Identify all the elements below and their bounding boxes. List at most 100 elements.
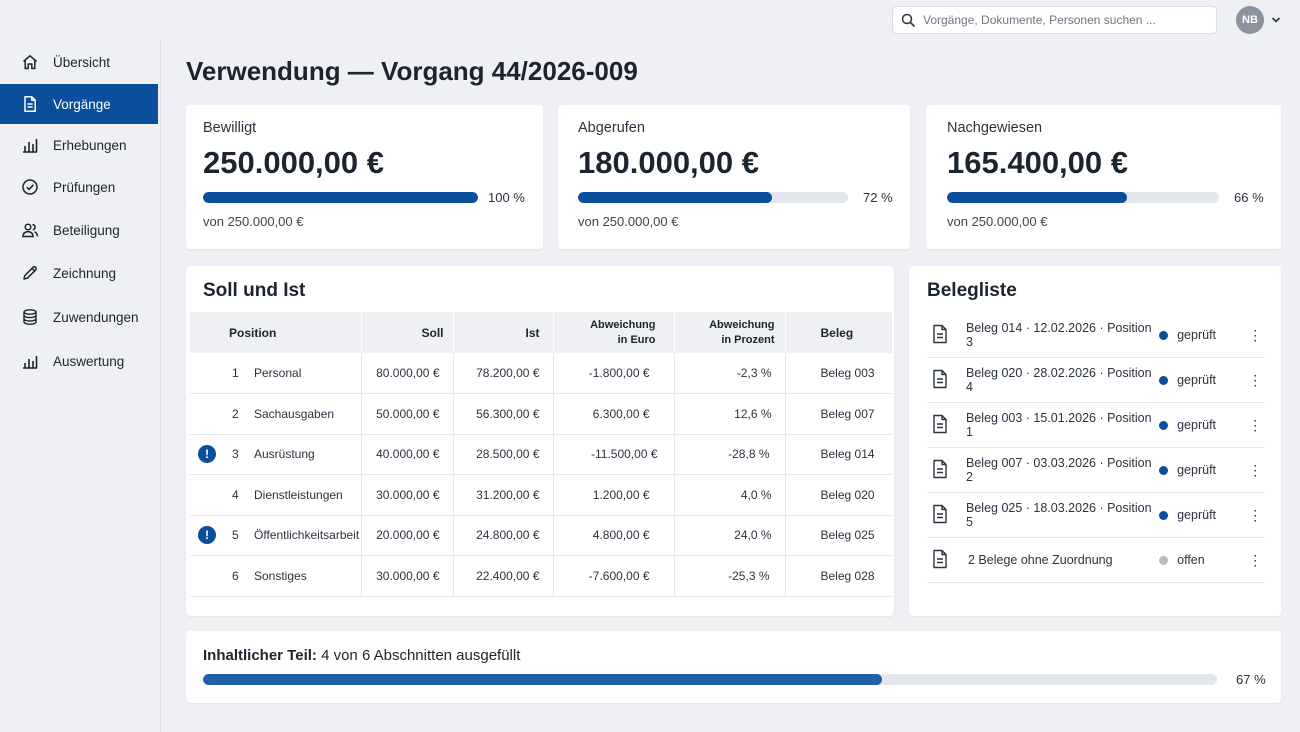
sidebar-item-label: Zeichnung	[53, 265, 117, 281]
sidebar-item-vorgaenge[interactable]: Vorgänge	[0, 84, 158, 124]
table-row[interactable]: 4 Dienstleistungen 30.000,00 € 31.200,00 …	[190, 474, 892, 516]
position-cell: 6 Sonstiges	[190, 555, 362, 597]
status-dot	[1159, 555, 1169, 565]
abweichung-prozent-cell: 12,6 %	[674, 393, 786, 435]
stat-percent: 100 %	[488, 190, 525, 205]
sidebar-item-label: Erhebungen	[53, 137, 127, 153]
more-options-icon[interactable]: ⋮	[1248, 461, 1263, 478]
list-item[interactable]: Beleg 007 · 03.03.2026 · Position 2 gepr…	[927, 448, 1265, 493]
sidebar-item-uebersicht[interactable]: Übersicht	[0, 42, 158, 82]
top-bar: NB	[0, 0, 1300, 40]
progress-description: 4 von 6 Abschnitten ausgefüllt	[321, 647, 521, 664]
beleg-link[interactable]: Beleg 020	[785, 474, 892, 516]
list-item[interactable]: Beleg 014 · 12.02.2026 · Position 3 gepr…	[927, 313, 1265, 358]
sidebar-item-erhebungen[interactable]: Erhebungen	[0, 125, 158, 165]
list-item[interactable]: Beleg 020 · 28.02.2026 · Position 4 gepr…	[927, 358, 1265, 403]
abweichung-prozent-cell: 24,0 %	[674, 515, 786, 556]
list-item[interactable]: 2 Belege ohne Zuordnung offen ⋮	[927, 538, 1265, 583]
table-row[interactable]: 2 Sachausgaben 50.000,00 € 56.300,00 € 6.…	[190, 393, 892, 435]
sidebar-item-pruefungen[interactable]: Prüfungen	[0, 167, 158, 207]
position-name: Dienstleistungen	[254, 487, 343, 502]
document-icon	[931, 324, 949, 347]
status-label: geprüft	[1177, 418, 1217, 432]
content-progress-card: Inhaltlicher Teil: 4 von 6 Abschnitten a…	[186, 631, 1281, 703]
stat-progress-bar	[947, 192, 1219, 203]
table-row[interactable]: ! 3 Ausrüstung 40.000,00 € 28.500,00 € -11…	[190, 434, 892, 475]
status-dot	[1159, 375, 1169, 385]
position-number: 4	[232, 487, 239, 502]
more-options-icon[interactable]: ⋮	[1248, 326, 1263, 343]
chevron-down-icon[interactable]	[1270, 14, 1282, 26]
list-item[interactable]: Beleg 003 · 15.01.2026 · Position 1 gepr…	[927, 403, 1265, 448]
stat-progress-fill	[947, 192, 1127, 203]
sidebar-item-label: Auswertung	[53, 353, 125, 369]
search-box[interactable]	[892, 6, 1217, 34]
sidebar-item-beteiligung[interactable]: Beteiligung	[0, 210, 158, 250]
position-cell: 2 Sachausgaben	[190, 393, 362, 435]
beleg-text: 2 Belege ohne Zuordnung	[968, 553, 1113, 567]
position-number: 5	[232, 528, 239, 543]
belegliste-card: Belegliste Beleg 014 · 12.02.2026 · Posi…	[909, 266, 1281, 616]
position-number: 6	[232, 568, 239, 583]
search-input[interactable]	[923, 13, 1203, 27]
sidebar-item-auswertung[interactable]: Auswertung	[0, 341, 158, 381]
pen-icon	[21, 264, 39, 282]
beleg-text: Beleg 014 · 12.02.2026 · Position 3	[966, 321, 1152, 349]
position-name: Öffentlichkeitsarbeit	[254, 528, 360, 543]
sidebar-item-label: Übersicht	[53, 54, 111, 70]
stat-label: Nachgewiesen	[947, 120, 1043, 136]
warning-icon[interactable]: !	[198, 526, 216, 545]
position-name: Sachausgaben	[254, 406, 335, 421]
document-icon	[931, 504, 949, 527]
more-options-icon[interactable]: ⋮	[1248, 506, 1263, 523]
progress-bar	[203, 674, 1217, 685]
sidebar-item-zuwendungen[interactable]: Zuwendungen	[0, 297, 158, 337]
stat-card-bewilligt: Bewilligt 250.000,00 € 100 % von 250.000…	[186, 105, 543, 249]
warning-icon[interactable]: !	[198, 445, 216, 464]
check-circle-icon	[21, 178, 39, 196]
list-item[interactable]: Beleg 025 · 18.03.2026 · Position 5 gepr…	[927, 493, 1265, 538]
table-row[interactable]: ! 5 Öffentlichkeitsarbeit 20.000,00 € 24.8…	[190, 515, 892, 556]
status-label: geprüft	[1177, 463, 1217, 477]
stat-value: 165.400,00 €	[947, 145, 1129, 180]
beleg-text: Beleg 020 · 28.02.2026 · Position 4	[966, 366, 1152, 394]
table-row[interactable]: 1 Personal 80.000,00 € 78.200,00 € -1.800…	[190, 353, 892, 394]
status-label: offen	[1177, 553, 1205, 567]
column-header-soll: Soll	[361, 312, 454, 353]
user-avatar[interactable]: NB	[1236, 6, 1264, 34]
abweichung-euro-cell: -1.800,00 €	[553, 353, 675, 394]
sidebar-item-zeichnung[interactable]: Zeichnung	[0, 253, 158, 293]
section-title: Belegliste	[927, 280, 1017, 301]
document-icon	[931, 369, 949, 392]
beleg-link[interactable]: Beleg 003	[785, 353, 892, 394]
stat-percent: 72 %	[863, 190, 893, 205]
header-line: Abweichung	[590, 318, 656, 331]
stat-of-total: von 250.000,00 €	[578, 214, 679, 229]
document-icon	[931, 459, 949, 482]
status-dot	[1159, 420, 1169, 430]
soll-ist-table: Position Soll Ist Abweichung in Euro Abwe…	[190, 312, 892, 597]
soll-cell: 20.000,00 €	[361, 515, 454, 556]
column-header-beleg: Beleg	[785, 312, 892, 353]
beleg-link[interactable]: Beleg 007	[785, 393, 892, 435]
stat-percent: 66 %	[1234, 190, 1264, 205]
more-options-icon[interactable]: ⋮	[1248, 371, 1263, 388]
more-options-icon[interactable]: ⋮	[1248, 551, 1263, 568]
table-row[interactable]: 6 Sonstiges 30.000,00 € 22.400,00 € -7.60…	[190, 555, 892, 597]
position-cell: 1 Personal	[190, 353, 362, 394]
status-label: geprüft	[1177, 373, 1217, 387]
stat-of-total: von 250.000,00 €	[947, 214, 1048, 229]
soll-cell: 50.000,00 €	[361, 393, 454, 435]
beleg-link[interactable]: Beleg 014	[785, 434, 892, 475]
soll-cell: 30.000,00 €	[361, 555, 454, 597]
beleg-link[interactable]: Beleg 028	[785, 555, 892, 597]
document-icon	[931, 414, 949, 437]
beleg-link[interactable]: Beleg 025	[785, 515, 892, 556]
more-options-icon[interactable]: ⋮	[1248, 416, 1263, 433]
bar-chart-icon	[21, 136, 39, 154]
beleg-text: Beleg 007 · 03.03.2026 · Position 2	[966, 456, 1152, 484]
section-title: Soll und Ist	[203, 280, 306, 301]
stat-label: Abgerufen	[578, 120, 645, 136]
home-icon	[21, 53, 39, 71]
table-header-row: Position Soll Ist Abweichung in Euro Abwe…	[190, 312, 892, 353]
